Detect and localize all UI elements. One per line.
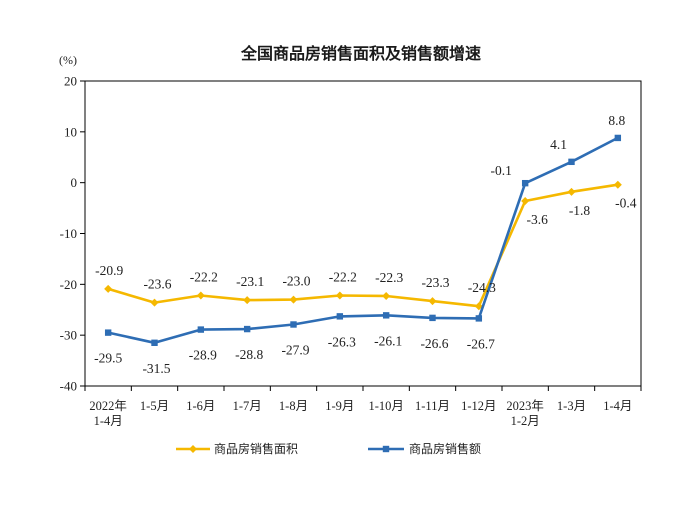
data-point-sales-area	[335, 291, 344, 300]
x-tick-label: 1-7月	[233, 399, 262, 413]
data-label-sales-area: -23.1	[236, 274, 264, 289]
data-point-sales-area	[196, 291, 205, 300]
x-tick-label: 1-11月	[415, 399, 450, 413]
legend-label-sales-area: 商品房销售面积	[214, 441, 298, 456]
data-point-sales-amount	[290, 321, 297, 328]
x-tick-label: 1-9月	[325, 399, 354, 413]
legend-marker-sales-amount	[382, 445, 390, 453]
x-tick-label: 1-4月	[94, 414, 123, 428]
x-tick-label: 2023年	[506, 399, 544, 413]
data-label-sales-amount: -29.5	[94, 351, 122, 366]
data-point-sales-amount	[568, 158, 575, 166]
series-line-sales-area	[107, 183, 618, 308]
data-label-sales-amount: 4.1	[550, 137, 567, 152]
x-tick-label: 1-4月	[603, 399, 632, 413]
x-tick-label: 1-5月	[140, 399, 169, 413]
data-label-sales-amount: -26.1	[374, 333, 402, 348]
data-label-sales-amount: -31.5	[142, 361, 170, 376]
y-tick-label: -10	[60, 226, 77, 241]
x-tick-label: 1-3月	[557, 399, 586, 413]
x-tick-label: 1-8月	[279, 399, 308, 413]
legend-label-sales-amount: 商品房销售额	[409, 441, 481, 456]
data-point-sales-amount	[429, 314, 436, 322]
y-tick-label: -20	[60, 277, 77, 292]
data-point-sales-amount	[336, 313, 344, 320]
data-point-sales-amount	[382, 312, 390, 319]
data-point-sales-area	[104, 284, 113, 293]
data-labels: -20.9 -23.6 -22.2 -23.1 -23.0 -22.2 -22.3 -23.3…	[94, 113, 637, 376]
y-tick-label: -40	[60, 379, 77, 394]
data-label-sales-area: -20.9	[95, 263, 123, 278]
data-point-sales-area	[613, 180, 622, 189]
data-label-sales-area: -23.6	[143, 277, 171, 292]
series-line-sales-amount	[107, 136, 619, 345]
y-tick-label: -30	[60, 328, 77, 343]
data-label-sales-area: -23.0	[282, 274, 310, 289]
chart-title: 全国商品房销售面积及销售额增速	[240, 44, 481, 63]
data-point-sales-area	[474, 302, 483, 311]
data-label-sales-area: -0.4	[615, 196, 637, 211]
data-point-sales-area	[428, 297, 437, 306]
data-label-sales-area: -1.8	[569, 203, 591, 218]
y-tick-label: 10	[64, 124, 77, 139]
data-point-sales-area	[243, 296, 252, 305]
y-axis: 20 10 0 -10 -20 -30 -40	[60, 74, 85, 394]
data-point-sales-amount	[197, 326, 205, 333]
x-tick-label: 2022年	[89, 399, 127, 413]
data-label-sales-amount: -28.9	[189, 348, 217, 363]
data-point-sales-amount	[521, 179, 529, 187]
legend-marker-sales-area	[189, 445, 197, 453]
x-tick-label: 1-2月	[511, 414, 540, 428]
y-axis-unit-label: (%)	[59, 53, 77, 67]
data-point-sales-amount	[104, 329, 112, 336]
data-label-sales-area: -24.3	[468, 280, 496, 295]
series-layer	[104, 134, 622, 346]
y-tick-label: 20	[64, 74, 77, 89]
data-label-sales-amount: 8.8	[608, 113, 625, 128]
data-point-sales-area	[289, 295, 298, 304]
data-point-sales-amount	[151, 339, 158, 346]
data-point-sales-area	[382, 292, 391, 301]
y-tick-label: 0	[71, 175, 78, 190]
plot-area-frame	[84, 80, 642, 387]
data-point-sales-amount	[475, 315, 483, 322]
data-label-sales-amount: -28.8	[235, 347, 263, 362]
x-tick-label: 1-12月	[461, 399, 496, 413]
data-point-sales-area	[150, 298, 159, 307]
data-label-sales-amount: -26.6	[420, 336, 448, 351]
data-point-sales-amount	[614, 134, 622, 142]
data-label-sales-amount: -26.3	[328, 334, 356, 349]
data-point-sales-amount	[243, 325, 251, 333]
data-label-sales-area: -3.6	[526, 212, 548, 227]
data-label-sales-area: -22.2	[190, 270, 218, 285]
data-label-sales-area: -23.3	[421, 275, 449, 290]
data-label-sales-area: -22.2	[329, 270, 357, 285]
data-label-sales-area: -22.3	[375, 270, 403, 285]
x-tick-label: 1-10月	[368, 399, 403, 413]
x-tick-label: 1-6月	[186, 399, 215, 413]
data-label-sales-amount: -26.7	[467, 336, 495, 351]
legend: 商品房销售面积 商品房销售额	[176, 441, 481, 456]
data-point-sales-area	[521, 196, 530, 205]
data-label-sales-amount: -0.1	[490, 163, 511, 178]
data-point-sales-area	[567, 187, 576, 196]
data-label-sales-amount: -27.9	[281, 342, 309, 357]
